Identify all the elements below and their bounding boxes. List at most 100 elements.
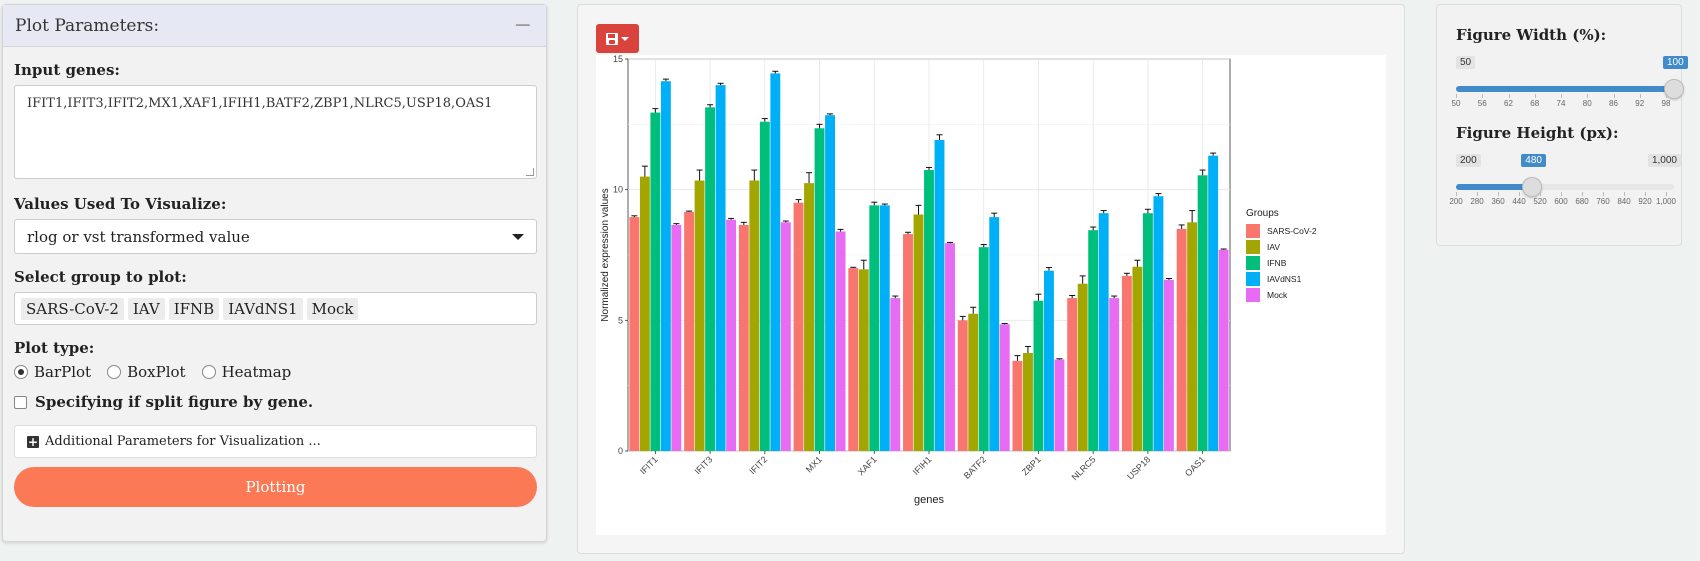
bar [957,320,968,451]
additional-parameters-label: Additional Parameters for Visualization … [45,434,321,449]
slider-tick-mark [1582,192,1583,196]
bar [770,73,781,451]
x-tick-label: USP18 [1125,454,1152,481]
width-slider-value: 100 [1663,56,1688,69]
slider-tick-mark [1666,192,1667,196]
height-slider-fill [1456,184,1533,190]
width-slider[interactable]: 50 100 50 56 62 68 74 80 86 92 98 [1452,44,1688,118]
slider-tick-label: 280 [1470,197,1484,206]
radio-barplot[interactable]: BarPlot [14,363,91,381]
bar [660,81,671,452]
split-by-gene-option[interactable]: Specifying if split figure by gene. [14,393,535,411]
x-tick-label: IFIH1 [911,454,934,477]
slider-tick-mark [1508,94,1510,98]
height-slider-value: 480 [1521,154,1546,167]
slider-tick-mark [1456,94,1457,98]
x-tick-label: XAF1 [856,454,879,477]
split-by-gene-checkbox[interactable] [14,395,27,409]
plot-type-label: Plot type: [14,339,95,357]
bar [814,128,825,451]
slider-tick-label: 760 [1596,197,1610,206]
bar [1132,266,1143,451]
x-tick-label: IFIT3 [693,454,715,476]
width-slider-track[interactable] [1456,86,1674,92]
resize-handle-icon[interactable] [526,168,534,176]
bar [804,183,814,451]
bar [1067,298,1078,451]
bar [999,324,1010,451]
radio-button[interactable] [201,365,216,379]
height-slider-track[interactable] [1456,184,1674,190]
legend-label: IAVdNS1 [1267,274,1302,284]
group-select[interactable]: SARS-CoV-2 IAV IFNB IAVdNS1 Mock [14,292,537,325]
save-dropdown-button[interactable] [596,24,639,53]
slider-tick-mark [1482,94,1484,98]
radio-heatmap[interactable]: Heatmap [201,363,291,381]
values-select[interactable]: rlog or vst transformed value [14,219,537,254]
group-tag[interactable]: Mock [306,297,359,320]
legend-swatch [1246,224,1260,238]
group-tag[interactable]: SARS-CoV-2 [21,297,124,320]
bar [1012,360,1023,451]
legend-label: IAV [1267,242,1280,252]
y-tick-label: 10 [613,185,623,195]
slider-tick-mark [1477,192,1478,196]
slider-tick-mark [1498,192,1499,196]
x-tick-label: OAS1 [1183,454,1207,478]
input-genes-textarea[interactable]: IFIT1,IFIT3,IFIT2,MX1,XAF1,IFIH1,BATF2,Z… [14,85,537,179]
height-slider-handle[interactable] [1522,177,1543,197]
bar [705,107,716,451]
radio-button[interactable] [107,365,122,379]
y-axis-title: Normalized expression values [600,188,611,321]
slider-tick-mark [1561,94,1562,98]
bar [1176,228,1187,451]
additional-parameters-toggle[interactable]: + Additional Parameters for Visualizatio… [14,425,537,458]
slider-tick-mark [1613,94,1615,98]
height-slider[interactable]: 200 1,000 480 200 280 360 440 520 600 680 760 84… [1449,142,1681,216]
legend-swatch [1246,272,1260,286]
x-tick-label: IFIT1 [638,454,660,476]
radio-boxplot[interactable]: BoxPlot [107,363,186,381]
bar [848,268,859,451]
bar [879,205,890,451]
bar [989,217,1000,451]
slider-tick-label: 1,000 [1655,197,1677,206]
slider-tick-label: 520 [1533,197,1547,206]
radio-label: BoxPlot [127,363,186,381]
legend-label: SARS-CoV-2 [1267,226,1317,236]
collapse-icon[interactable]: − [513,12,532,38]
plot-type-radio-group: BarPlot BoxPlot Heatmap [14,363,535,381]
slider-tick-label: 920 [1638,197,1652,206]
bar [715,85,726,451]
input-genes-value: IFIT1,IFIT3,IFIT2,MX1,XAF1,IFIH1,BATF2,Z… [27,96,493,111]
slider-tick-mark [1456,192,1457,196]
panel-title: Plot Parameters: [15,15,160,36]
bar [671,224,682,451]
x-axis-title: genes [914,494,944,506]
slider-tick-label: 680 [1575,197,1589,206]
slider-tick-label: 68 [1530,99,1540,108]
bar [1187,222,1198,451]
radio-button[interactable] [14,365,28,379]
slider-tick-mark [1645,192,1646,196]
width-slider-label: Figure Width (%): [1456,26,1607,44]
bar [835,231,846,451]
bar [1153,196,1164,451]
bar [1033,300,1044,451]
group-tag[interactable]: IFNB [168,297,220,320]
panel-header[interactable]: Plot Parameters: − [3,5,546,47]
slider-tick-label: 98 [1661,99,1671,108]
slider-tick-mark [1587,94,1589,98]
group-tag[interactable]: IAVdNS1 [223,297,303,320]
legend-swatch [1246,288,1260,302]
caret-down-icon [621,36,629,41]
bar [869,205,880,451]
plotting-button[interactable]: Plotting [14,467,537,507]
width-slider-min: 50 [1456,56,1476,69]
bar [890,298,901,451]
width-slider-handle[interactable] [1664,79,1684,99]
group-tag[interactable]: IAV [127,297,165,320]
bar [978,247,989,451]
legend-label: IFNB [1267,258,1287,268]
legend-label: Mock [1267,290,1288,300]
